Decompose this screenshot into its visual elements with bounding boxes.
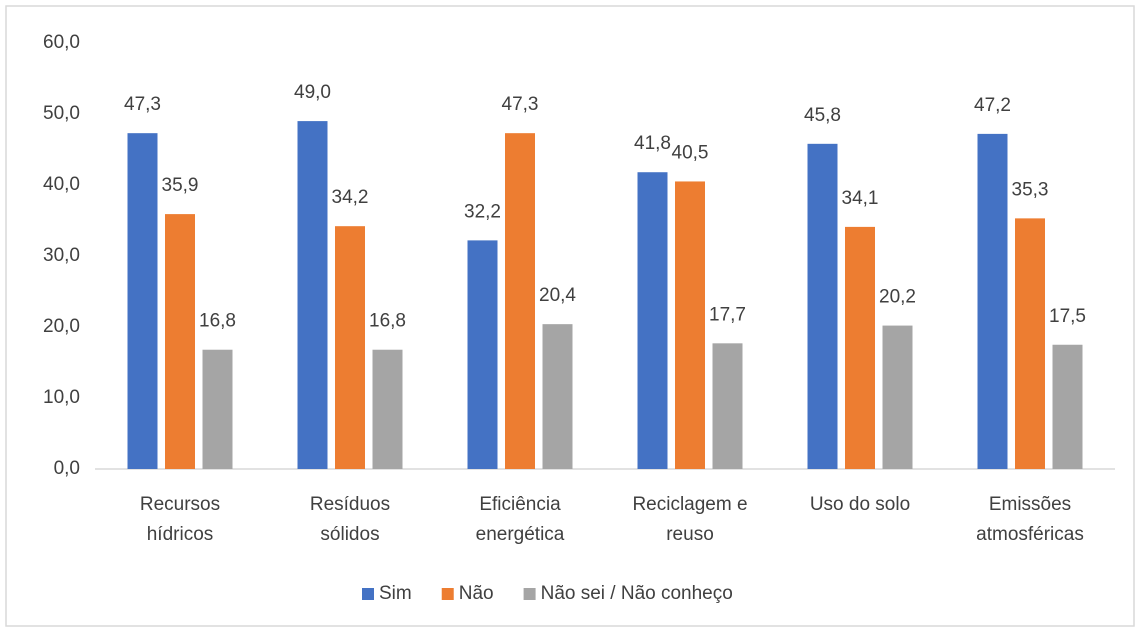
data-label: 47,3 <box>502 94 539 115</box>
y-tick-label: 40,0 <box>43 174 80 195</box>
y-tick-label: 60,0 <box>43 32 80 53</box>
x-tick-label: Uso do solo <box>809 494 911 515</box>
legend-swatch <box>441 588 454 600</box>
bar <box>372 349 403 469</box>
data-label: 20,4 <box>539 285 576 306</box>
data-label: 16,8 <box>369 311 406 332</box>
data-label: 40,5 <box>672 142 709 163</box>
x-tick-label: Emissões atmosféricas <box>976 494 1084 545</box>
data-label: 16,8 <box>199 311 236 332</box>
bar <box>202 349 233 469</box>
y-tick-label: 10,0 <box>43 387 80 408</box>
legend-label: Não <box>459 583 494 604</box>
data-label: 20,2 <box>879 287 916 308</box>
bar <box>335 226 365 469</box>
y-tick-label: 0,0 <box>54 458 80 479</box>
data-label: 47,3 <box>124 94 161 115</box>
x-tick-label: Reciclagem e reuso <box>632 494 748 545</box>
x-tick-label: Resíduos sólidos <box>309 494 391 545</box>
bar <box>977 133 1008 469</box>
bar <box>165 214 195 469</box>
bar <box>542 324 573 469</box>
data-label: 32,2 <box>464 201 501 222</box>
legend-swatch <box>523 588 536 600</box>
x-tick-label: Recursos hídricos <box>139 494 221 545</box>
data-label: 45,8 <box>804 105 841 126</box>
legend-label: Não sei / Não conheço <box>541 583 733 604</box>
legend-label: Sim <box>379 583 412 604</box>
bar <box>1052 344 1083 469</box>
bar <box>637 172 668 469</box>
bar <box>505 133 535 470</box>
y-tick-label: 50,0 <box>43 103 80 124</box>
legend-swatch <box>362 588 374 600</box>
data-label: 41,8 <box>634 133 671 154</box>
bar <box>675 181 705 469</box>
bar <box>1015 218 1045 469</box>
bar <box>845 226 875 469</box>
data-label: 34,2 <box>332 187 369 208</box>
bar <box>127 133 158 470</box>
data-label: 34,1 <box>842 188 879 209</box>
bar <box>712 343 743 469</box>
y-tick-label: 30,0 <box>43 245 80 266</box>
data-label: 49,0 <box>294 82 331 103</box>
data-label: 35,3 <box>1012 179 1049 200</box>
data-label: 17,7 <box>709 304 746 325</box>
bar <box>297 121 328 469</box>
x-tick-label: Eficiência energética <box>475 494 565 545</box>
bar <box>467 240 498 469</box>
data-label: 17,5 <box>1049 306 1086 327</box>
bar <box>807 143 838 469</box>
data-label: 47,2 <box>974 95 1011 116</box>
data-label: 35,9 <box>162 175 199 196</box>
bar <box>882 325 913 469</box>
y-tick-label: 20,0 <box>43 316 80 337</box>
